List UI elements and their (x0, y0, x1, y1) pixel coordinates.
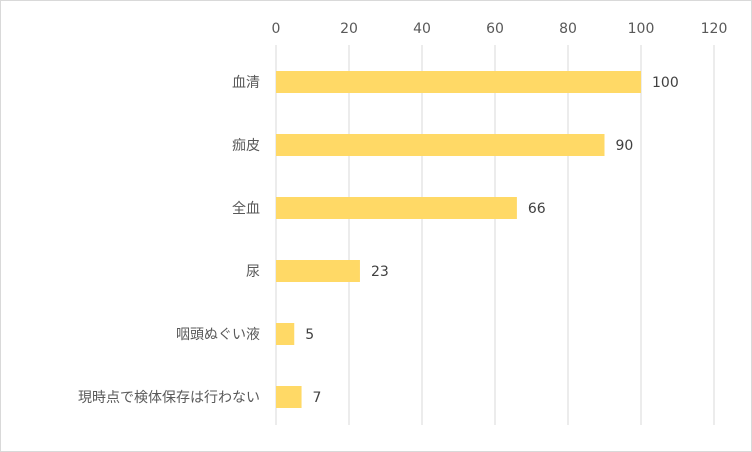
gridlines (275, 45, 715, 425)
data-label-4: 5 (305, 327, 314, 343)
bar-4 (276, 323, 295, 345)
x-tick-label-40: 40 (413, 21, 431, 37)
x-tick-label-80: 80 (559, 21, 577, 37)
category-label-1: 痂皮 (232, 138, 260, 154)
data-label-3: 23 (371, 264, 389, 280)
data-label-5: 7 (313, 390, 322, 406)
data-label-2: 66 (528, 201, 546, 217)
bar-3 (276, 260, 360, 282)
data-label-0: 100 (652, 75, 679, 91)
category-label-4: 咽頭ぬぐい液 (176, 327, 260, 343)
x-tick-label-100: 100 (628, 21, 655, 37)
x-tick-label-20: 20 (340, 21, 358, 37)
x-tick-label-0: 0 (272, 21, 281, 37)
bar-2 (276, 197, 517, 219)
bar-5 (276, 386, 302, 408)
bar-1 (276, 134, 605, 156)
category-label-3: 尿 (246, 264, 260, 280)
data-labels: 100 90 66 23 5 7 (305, 75, 678, 406)
bar-0 (276, 71, 641, 93)
data-label-1: 90 (616, 138, 634, 154)
category-label-2: 全血 (232, 200, 260, 217)
category-label-0: 血清 (232, 75, 260, 91)
x-tick-label-60: 60 (486, 21, 504, 37)
x-tick-label-120: 120 (701, 21, 728, 37)
x-axis-tick-labels: 0 20 40 60 80 100 120 (272, 21, 728, 37)
category-label-5: 現時点で検体保存は行わない (78, 390, 260, 406)
bars (276, 71, 641, 408)
